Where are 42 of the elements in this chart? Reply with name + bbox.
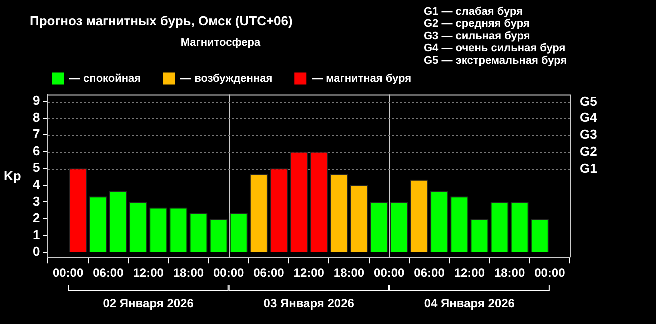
- text: G2 — средняя буря: [424, 18, 530, 30]
- text: 02 Января 2026: [103, 296, 194, 310]
- x-tick-label: 12:00: [454, 266, 486, 280]
- y-tick-label: 3: [32, 194, 40, 209]
- x-tick-label: 00:00: [534, 266, 566, 280]
- y-axis-title: Kp: [4, 168, 22, 184]
- x-tick-label: 18:00: [173, 266, 204, 280]
- ref-line-label: G3: [580, 127, 598, 142]
- y-tick-label: 7: [32, 126, 40, 142]
- y-tick-label: 1: [32, 227, 40, 242]
- legend-label: — спокойная: [70, 72, 142, 85]
- x-tick-label: 18:00: [494, 266, 526, 280]
- x-tick-label: 06:00: [414, 266, 446, 280]
- ref-line-label: G2: [580, 144, 598, 160]
- legend-label: — магнитная буря: [312, 72, 412, 85]
- y-tick-label: 4: [32, 177, 41, 192]
- ref-line-label: G1: [580, 161, 598, 176]
- y-tick-label: 6: [32, 143, 40, 158]
- legend-label: — возбужденная: [180, 72, 273, 85]
- legend-title: Магнитосфера: [180, 37, 262, 50]
- chart-title: Прогноз магнитных бурь, Омск (UTC+06): [30, 13, 293, 28]
- y-tick-label: 9: [32, 93, 40, 108]
- text: G4 — очень сильная буря: [424, 42, 566, 55]
- text: G1 — слабая буря: [424, 6, 524, 18]
- x-tick-label: 06:00: [254, 266, 285, 280]
- text: 04 Января 2026: [424, 296, 516, 310]
- y-tick-label: 0: [32, 244, 40, 260]
- text: 03 Января 2026: [264, 296, 355, 310]
- x-tick-label: 12:00: [133, 266, 164, 280]
- x-tick-label: 00:00: [374, 266, 406, 280]
- ref-line-label: G4: [580, 110, 598, 126]
- text: G5 — экстремальная буря: [424, 54, 568, 67]
- text: G3 — сильная буря: [424, 30, 530, 42]
- x-tick-label: 00:00: [52, 266, 84, 280]
- ref-line-label: G5: [580, 94, 598, 110]
- x-tick-label: 00:00: [213, 266, 245, 280]
- x-tick-label: 12:00: [294, 266, 325, 280]
- x-tick-label: 06:00: [93, 266, 124, 280]
- y-tick-label: 8: [32, 110, 40, 125]
- x-tick-label: 18:00: [334, 266, 365, 280]
- y-tick-label: 2: [32, 210, 40, 226]
- y-tick-label: 5: [32, 160, 40, 176]
